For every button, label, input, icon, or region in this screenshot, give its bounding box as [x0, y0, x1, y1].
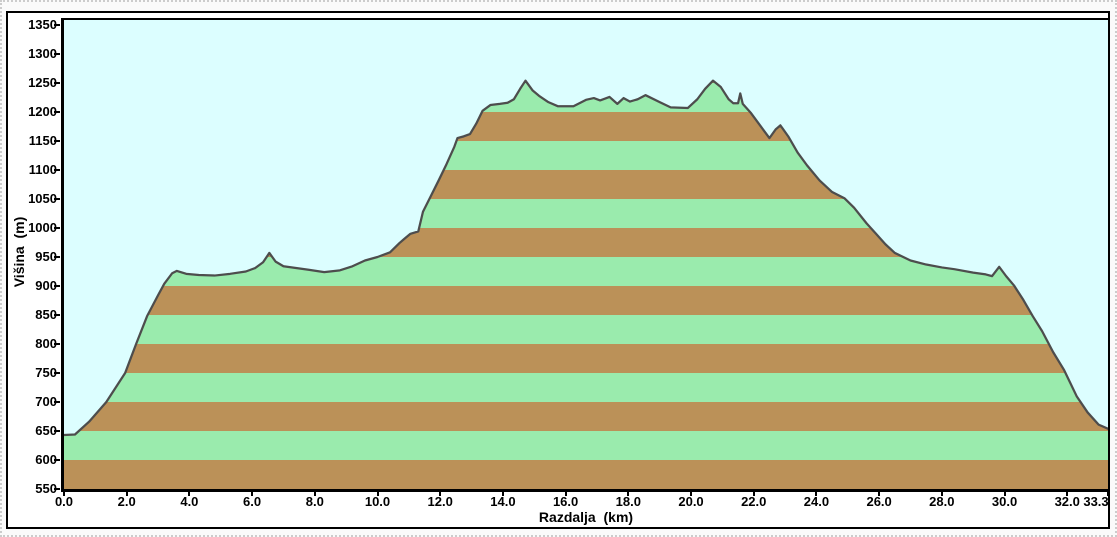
x-axis-tick — [815, 490, 818, 496]
x-tick-label: 33.3 — [1083, 494, 1109, 509]
terrain-stripe-brown — [64, 286, 1108, 315]
y-axis-tick — [54, 372, 60, 374]
x-tick-label: 30.0 — [991, 494, 1018, 509]
x-tick-label: 26.0 — [866, 494, 892, 509]
y-tick-label: 1250 — [28, 75, 57, 90]
x-axis-tick — [1107, 490, 1109, 496]
y-tick-label: 950 — [35, 249, 57, 264]
y-tick-label: 650 — [35, 423, 57, 438]
y-tick-label: 850 — [35, 307, 57, 322]
terrain-stripe-brown — [64, 460, 1108, 489]
y-tick-label: 1100 — [28, 162, 57, 177]
y-tick-label: 900 — [35, 278, 57, 293]
x-axis-tick — [251, 490, 254, 496]
y-axis-tick — [54, 82, 60, 84]
y-axis-tick — [54, 314, 60, 316]
x-axis-tick — [564, 490, 567, 496]
x-tick-label: 20.0 — [678, 494, 704, 509]
x-tick-label: 2.0 — [117, 494, 136, 509]
y-axis-tick — [54, 488, 60, 490]
y-axis-title: Višina (m) — [11, 216, 27, 288]
x-axis-tick — [1003, 490, 1006, 496]
elevation-profile-line — [64, 79, 1108, 437]
y-tick-label: 1050 — [28, 191, 57, 206]
x-tick-label: 16.0 — [552, 494, 579, 509]
x-tick-label: 12.0 — [427, 494, 453, 509]
x-axis-tick — [63, 490, 65, 496]
y-axis-tick — [54, 285, 60, 287]
y-axis-tick — [54, 53, 60, 55]
y-axis-tick — [54, 256, 60, 258]
terrain-stripe-green — [64, 431, 1108, 460]
x-tick-label: 18.0 — [615, 494, 641, 509]
x-tick-label: 32.0 — [1054, 494, 1080, 509]
x-tick-label: 28.0 — [929, 494, 955, 509]
x-axis-tick — [439, 490, 442, 496]
x-axis-tick — [690, 490, 693, 496]
y-tick-label: 1200 — [28, 104, 57, 119]
x-axis-tick — [752, 490, 755, 496]
x-tick-label: 0.0 — [54, 494, 74, 509]
x-axis-tick — [188, 490, 191, 496]
terrain-stripe-green — [64, 373, 1108, 402]
y-axis-tick — [54, 401, 60, 403]
y-tick-label: 1300 — [28, 46, 57, 61]
x-axis-tick — [313, 490, 316, 496]
terrain-stripe-brown — [64, 402, 1108, 431]
y-axis-tick — [54, 24, 60, 26]
y-tick-label: 800 — [35, 336, 57, 351]
x-axis-tick — [940, 490, 943, 496]
elevation-profile-svg — [64, 20, 1108, 489]
terrain-stripe-brown — [64, 344, 1108, 373]
terrain-stripe-green — [64, 315, 1108, 344]
y-tick-label: 1350 — [28, 17, 57, 32]
x-axis-title: Razdalja (km) — [538, 509, 634, 525]
x-tick-label: 6.0 — [243, 494, 262, 509]
y-axis-tick — [54, 459, 60, 461]
y-axis-tick — [54, 198, 60, 200]
y-axis-tick — [54, 169, 60, 171]
y-tick-label: 700 — [35, 394, 57, 409]
x-axis-tick — [376, 490, 379, 496]
y-axis-tick — [54, 140, 60, 142]
y-axis-tick — [54, 430, 60, 432]
x-axis-tick — [501, 490, 504, 496]
x-tick-label: 4.0 — [180, 494, 199, 509]
x-tick-label: 24.0 — [803, 494, 830, 509]
y-tick-label: 550 — [35, 481, 57, 496]
y-axis-tick — [54, 227, 60, 229]
x-axis-tick — [878, 490, 881, 496]
plot-area — [61, 18, 1110, 492]
x-tick-label: 22.0 — [741, 494, 767, 509]
x-axis-tick — [627, 490, 630, 496]
x-axis-tick — [125, 490, 128, 496]
x-tick-label: 10.0 — [364, 494, 391, 509]
y-tick-label: 1150 — [28, 133, 57, 148]
x-tick-label: 8.0 — [305, 494, 324, 509]
x-tick-label: 14.0 — [490, 494, 516, 509]
y-tick-label: 750 — [35, 365, 57, 380]
y-axis-tick — [54, 111, 60, 113]
y-tick-label: 1000 — [28, 220, 57, 235]
x-axis-tick — [1066, 490, 1069, 496]
y-axis-tick — [54, 343, 60, 345]
y-tick-label: 600 — [35, 452, 57, 467]
